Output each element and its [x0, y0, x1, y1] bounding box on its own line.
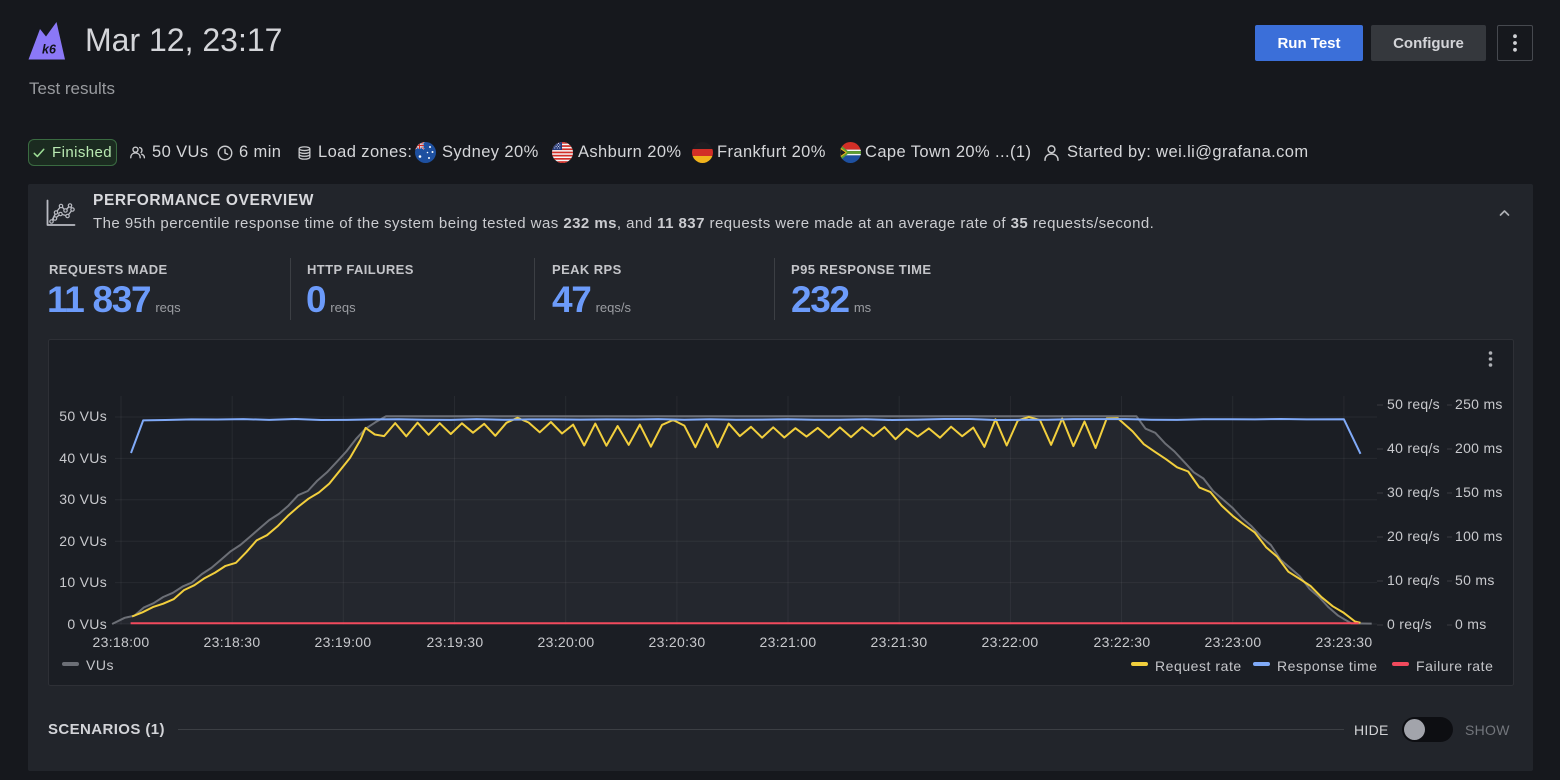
svg-text:k6: k6	[42, 43, 57, 57]
